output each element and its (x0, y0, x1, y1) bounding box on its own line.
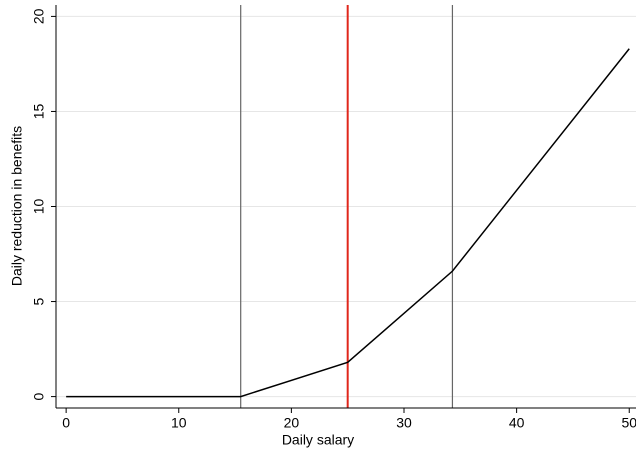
x-tick-label: 20 (284, 415, 300, 431)
y-tick-label: 0 (31, 392, 47, 400)
x-axis-label: Daily salary (282, 432, 354, 448)
y-tick-label: 15 (31, 103, 47, 119)
x-tick-label: 30 (396, 415, 412, 431)
y-axis-label: Daily reduction in benefits (9, 126, 25, 286)
x-tick-label: 0 (62, 415, 70, 431)
x-tick-label: 40 (509, 415, 525, 431)
y-tick-label: 10 (31, 199, 47, 215)
x-tick-label: 50 (621, 415, 636, 431)
y-tick-label: 20 (31, 8, 47, 24)
x-tick-label: 10 (171, 415, 187, 431)
y-tick-label: 5 (31, 297, 47, 305)
data-line (66, 48, 630, 398)
